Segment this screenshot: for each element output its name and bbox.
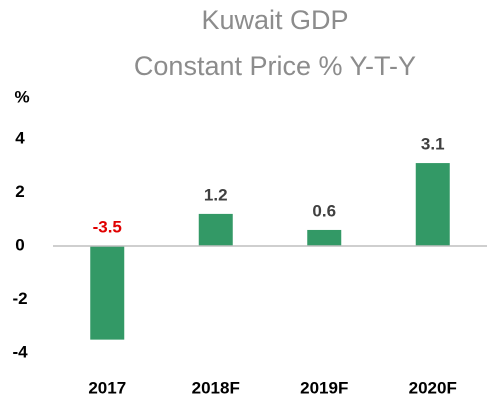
bar: [307, 229, 342, 246]
chart-title: Constant Price % Y-T-Y: [134, 51, 416, 81]
y-axis-label: %: [14, 87, 29, 106]
y-tick-label: -4: [12, 342, 28, 361]
data-label: 3.1: [421, 135, 445, 154]
bar: [90, 246, 125, 340]
data-label: -3.5: [93, 217, 122, 236]
data-label: 1.2: [204, 185, 228, 204]
x-tick-label: 2020F: [409, 378, 457, 397]
y-tick-label: 0: [15, 235, 24, 254]
bar: [415, 163, 450, 246]
data-label: 0.6: [312, 201, 336, 220]
x-tick-label: 2017: [88, 378, 126, 397]
bar: [198, 213, 233, 246]
chart-title: Kuwait GDP: [201, 5, 348, 35]
y-tick-label: 4: [15, 128, 25, 147]
x-tick-label: 2019F: [300, 378, 348, 397]
y-tick-label: 2: [15, 182, 24, 201]
x-tick-label: 2018F: [192, 378, 240, 397]
y-tick-label: -2: [12, 289, 27, 308]
